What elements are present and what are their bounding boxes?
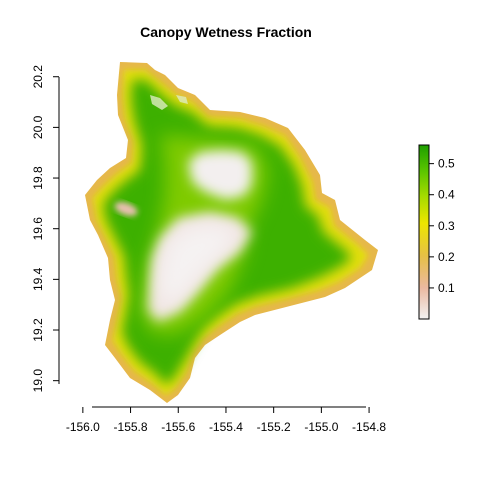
legend-tick-label: 0.4 bbox=[438, 188, 455, 202]
legend-tick-label: 0.3 bbox=[438, 219, 455, 233]
legend-tick-label: 0.1 bbox=[438, 281, 455, 295]
x-tick-label: -155.2 bbox=[257, 420, 291, 434]
mauna-kea-summit bbox=[188, 150, 252, 200]
x-tick-label: -155.8 bbox=[114, 420, 148, 434]
y-tick-label: 19.8 bbox=[31, 166, 45, 190]
legend-colorbar bbox=[418, 144, 430, 320]
y-axis: 19.0 19.2 19.4 19.6 19.8 20.0 20.2 bbox=[31, 65, 60, 393]
x-tick-label: -155.4 bbox=[209, 420, 243, 434]
y-tick-label: 20.0 bbox=[31, 115, 45, 139]
x-tick-label: -155.0 bbox=[304, 420, 338, 434]
map-title: Canopy Wetness Fraction bbox=[140, 24, 312, 40]
y-tick-label: 19.0 bbox=[31, 369, 45, 393]
mauna-loa-summit-core bbox=[160, 226, 236, 306]
x-ticks: -156.0 -155.8 -155.6 -155.4 -155.2 -155.0 -154… bbox=[66, 407, 386, 434]
x-tick-label: -155.6 bbox=[161, 420, 195, 434]
legend-tick-label: 0.2 bbox=[438, 250, 455, 264]
legend-tick-label: 0.5 bbox=[438, 157, 455, 171]
x-tick-label: -154.8 bbox=[352, 420, 386, 434]
hualalai-patch bbox=[114, 202, 138, 216]
canopy-wetness-raster bbox=[85, 62, 378, 403]
y-tick-label: 20.2 bbox=[31, 65, 45, 89]
y-tick-label: 19.4 bbox=[31, 267, 45, 291]
x-tick-label: -156.0 bbox=[66, 420, 100, 434]
x-axis: -156.0 -155.8 -155.6 -155.4 -155.2 -155.0 -154… bbox=[66, 406, 386, 434]
y-ticks: 19.0 19.2 19.4 19.6 19.8 20.0 20.2 bbox=[31, 65, 59, 393]
color-legend: 0.1 0.2 0.3 0.4 0.5 bbox=[418, 144, 455, 320]
y-tick-label: 19.2 bbox=[31, 318, 45, 342]
y-tick-label: 19.6 bbox=[31, 217, 45, 241]
legend-ticks: 0.1 0.2 0.3 0.4 0.5 bbox=[429, 157, 455, 295]
kohala-speckles bbox=[150, 95, 188, 110]
